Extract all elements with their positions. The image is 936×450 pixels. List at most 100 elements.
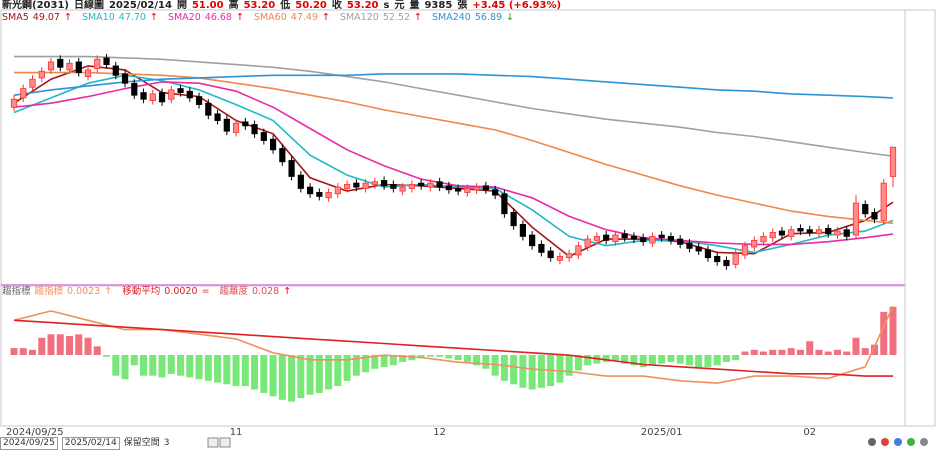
- histogram-bar: [667, 355, 675, 362]
- histogram-bar: [815, 349, 823, 355]
- unit: 張: [457, 0, 468, 11]
- legend-arrow: ↑: [149, 12, 158, 23]
- candle-body: [778, 230, 786, 236]
- change: +3.45 (+6.93%): [472, 0, 562, 11]
- histogram-bar: [658, 355, 666, 364]
- candle-body: [269, 138, 277, 151]
- candle-body: [232, 122, 240, 133]
- suffix: s: [383, 0, 390, 11]
- histogram-bar: [473, 355, 481, 366]
- legend-value: 49.07: [32, 12, 60, 23]
- candle-body: [732, 253, 739, 265]
- histogram-bar: [630, 355, 638, 366]
- icon[interactable]: [907, 438, 915, 446]
- candle-body: [880, 182, 887, 221]
- candle-body: [492, 189, 499, 196]
- histogram-bar: [362, 355, 370, 373]
- header: 新光鋼(2031) 日線圖 2025/02/14 開 51.00 高 53.20 低…: [2, 0, 561, 11]
- icon[interactable]: [868, 438, 876, 446]
- candle-body: [334, 186, 341, 195]
- candle-body: [260, 132, 267, 141]
- histogram-bar: [352, 355, 360, 376]
- label: 開: [176, 0, 187, 11]
- histogram-bar: [306, 355, 314, 395]
- start-input[interactable]: 2024/09/25: [0, 437, 58, 450]
- histogram-bar: [399, 355, 407, 362]
- histogram-bar: [695, 355, 703, 368]
- candle-body: [871, 212, 878, 220]
- histogram-bar: [732, 355, 740, 361]
- controls: 2024/09/25 2025/02/14 保留空間 3: [0, 437, 170, 450]
- candle-body: [390, 184, 397, 189]
- candle-body: [186, 90, 193, 99]
- histogram-bar: [510, 355, 518, 385]
- legend: SMA5 49.07 ↑ SMA10 47.70 ↑ SMA20 46.68 ↑ SMA60 47.…: [2, 12, 520, 23]
- histogram-bar: [556, 355, 564, 383]
- icon[interactable]: [894, 438, 902, 446]
- legend-value: 0.028: [252, 286, 280, 297]
- period: 日線圖: [73, 0, 104, 11]
- end-input[interactable]: 2025/02/14: [61, 437, 120, 450]
- histogram-bar: [343, 355, 351, 381]
- histogram-bar: [47, 334, 55, 355]
- candle-body: [149, 93, 156, 101]
- histogram-bar: [565, 355, 573, 376]
- histogram-bar: [195, 355, 203, 380]
- candle-body: [29, 78, 36, 88]
- histogram-bar: [648, 355, 656, 366]
- candle-body: [473, 186, 480, 191]
- histogram-bar: [806, 341, 814, 355]
- button[interactable]: [207, 437, 219, 448]
- candle-body: [566, 253, 573, 259]
- legend-arrow: =: [201, 286, 210, 297]
- candle-body: [168, 89, 175, 100]
- histogram-bar: [426, 355, 434, 357]
- line: [14, 71, 894, 224]
- candle-body: [658, 234, 665, 239]
- candle-body: [649, 235, 656, 244]
- candle-body: [84, 69, 92, 77]
- legend-arrow: ↑: [321, 12, 330, 23]
- histogram-bar: [75, 334, 83, 355]
- candle-body: [686, 242, 693, 249]
- histogram-bar: [463, 355, 471, 362]
- histogram-bar: [870, 344, 878, 355]
- histogram-bar: [130, 355, 138, 366]
- icon[interactable]: [920, 438, 928, 446]
- histogram-bar: [861, 348, 869, 355]
- legend-name: SMA240: [431, 12, 471, 23]
- candle-body: [603, 234, 610, 241]
- histogram-bar: [389, 355, 397, 366]
- legend-value: 0.0023: [67, 286, 101, 297]
- histogram-bar: [713, 355, 721, 366]
- histogram-bar: [852, 337, 860, 355]
- legend-arrow: ↑: [63, 12, 72, 23]
- candle-body: [834, 230, 841, 236]
- candle-body: [223, 118, 230, 132]
- candle-body: [501, 193, 508, 215]
- legend-name: 移動平均: [122, 286, 161, 297]
- candle-body: [815, 229, 823, 235]
- unit: 元: [394, 0, 405, 11]
- histogram-bar: [288, 355, 296, 402]
- legend-value: 56.89: [474, 12, 503, 23]
- space-value[interactable]: 3: [163, 438, 170, 448]
- candle-body: [760, 235, 767, 243]
- candle-body: [510, 212, 517, 227]
- icon[interactable]: [881, 438, 889, 446]
- candle-body: [112, 65, 119, 76]
- candle-body: [47, 61, 55, 71]
- candle-body: [519, 224, 526, 237]
- button[interactable]: [219, 437, 231, 448]
- candle-body: [436, 181, 443, 188]
- candle-body: [288, 160, 295, 177]
- histogram-bar: [380, 355, 388, 368]
- control-icons: [207, 437, 928, 448]
- legend-value: 0.0020: [164, 286, 198, 297]
- histogram-bar: [824, 351, 832, 355]
- histogram-bar: [56, 334, 64, 355]
- legend-value: 52.52: [382, 12, 411, 23]
- space-label: 保留空間: [123, 438, 160, 448]
- candle-body: [20, 88, 27, 99]
- candle-body: [103, 57, 110, 65]
